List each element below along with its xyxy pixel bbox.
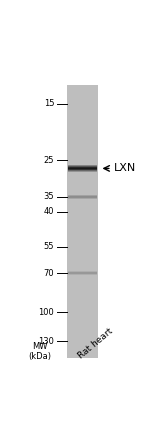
Text: Rat heart: Rat heart xyxy=(77,327,115,361)
Text: 70: 70 xyxy=(44,268,54,278)
Text: 130: 130 xyxy=(38,336,54,346)
Text: MW
(kDa): MW (kDa) xyxy=(28,342,51,361)
Text: 100: 100 xyxy=(38,308,54,317)
Text: 40: 40 xyxy=(44,207,54,216)
Text: 35: 35 xyxy=(44,192,54,201)
Bar xyxy=(67,85,98,358)
Text: 15: 15 xyxy=(44,100,54,108)
Text: LXN: LXN xyxy=(114,163,136,173)
Text: 25: 25 xyxy=(44,156,54,165)
Text: 55: 55 xyxy=(44,242,54,251)
